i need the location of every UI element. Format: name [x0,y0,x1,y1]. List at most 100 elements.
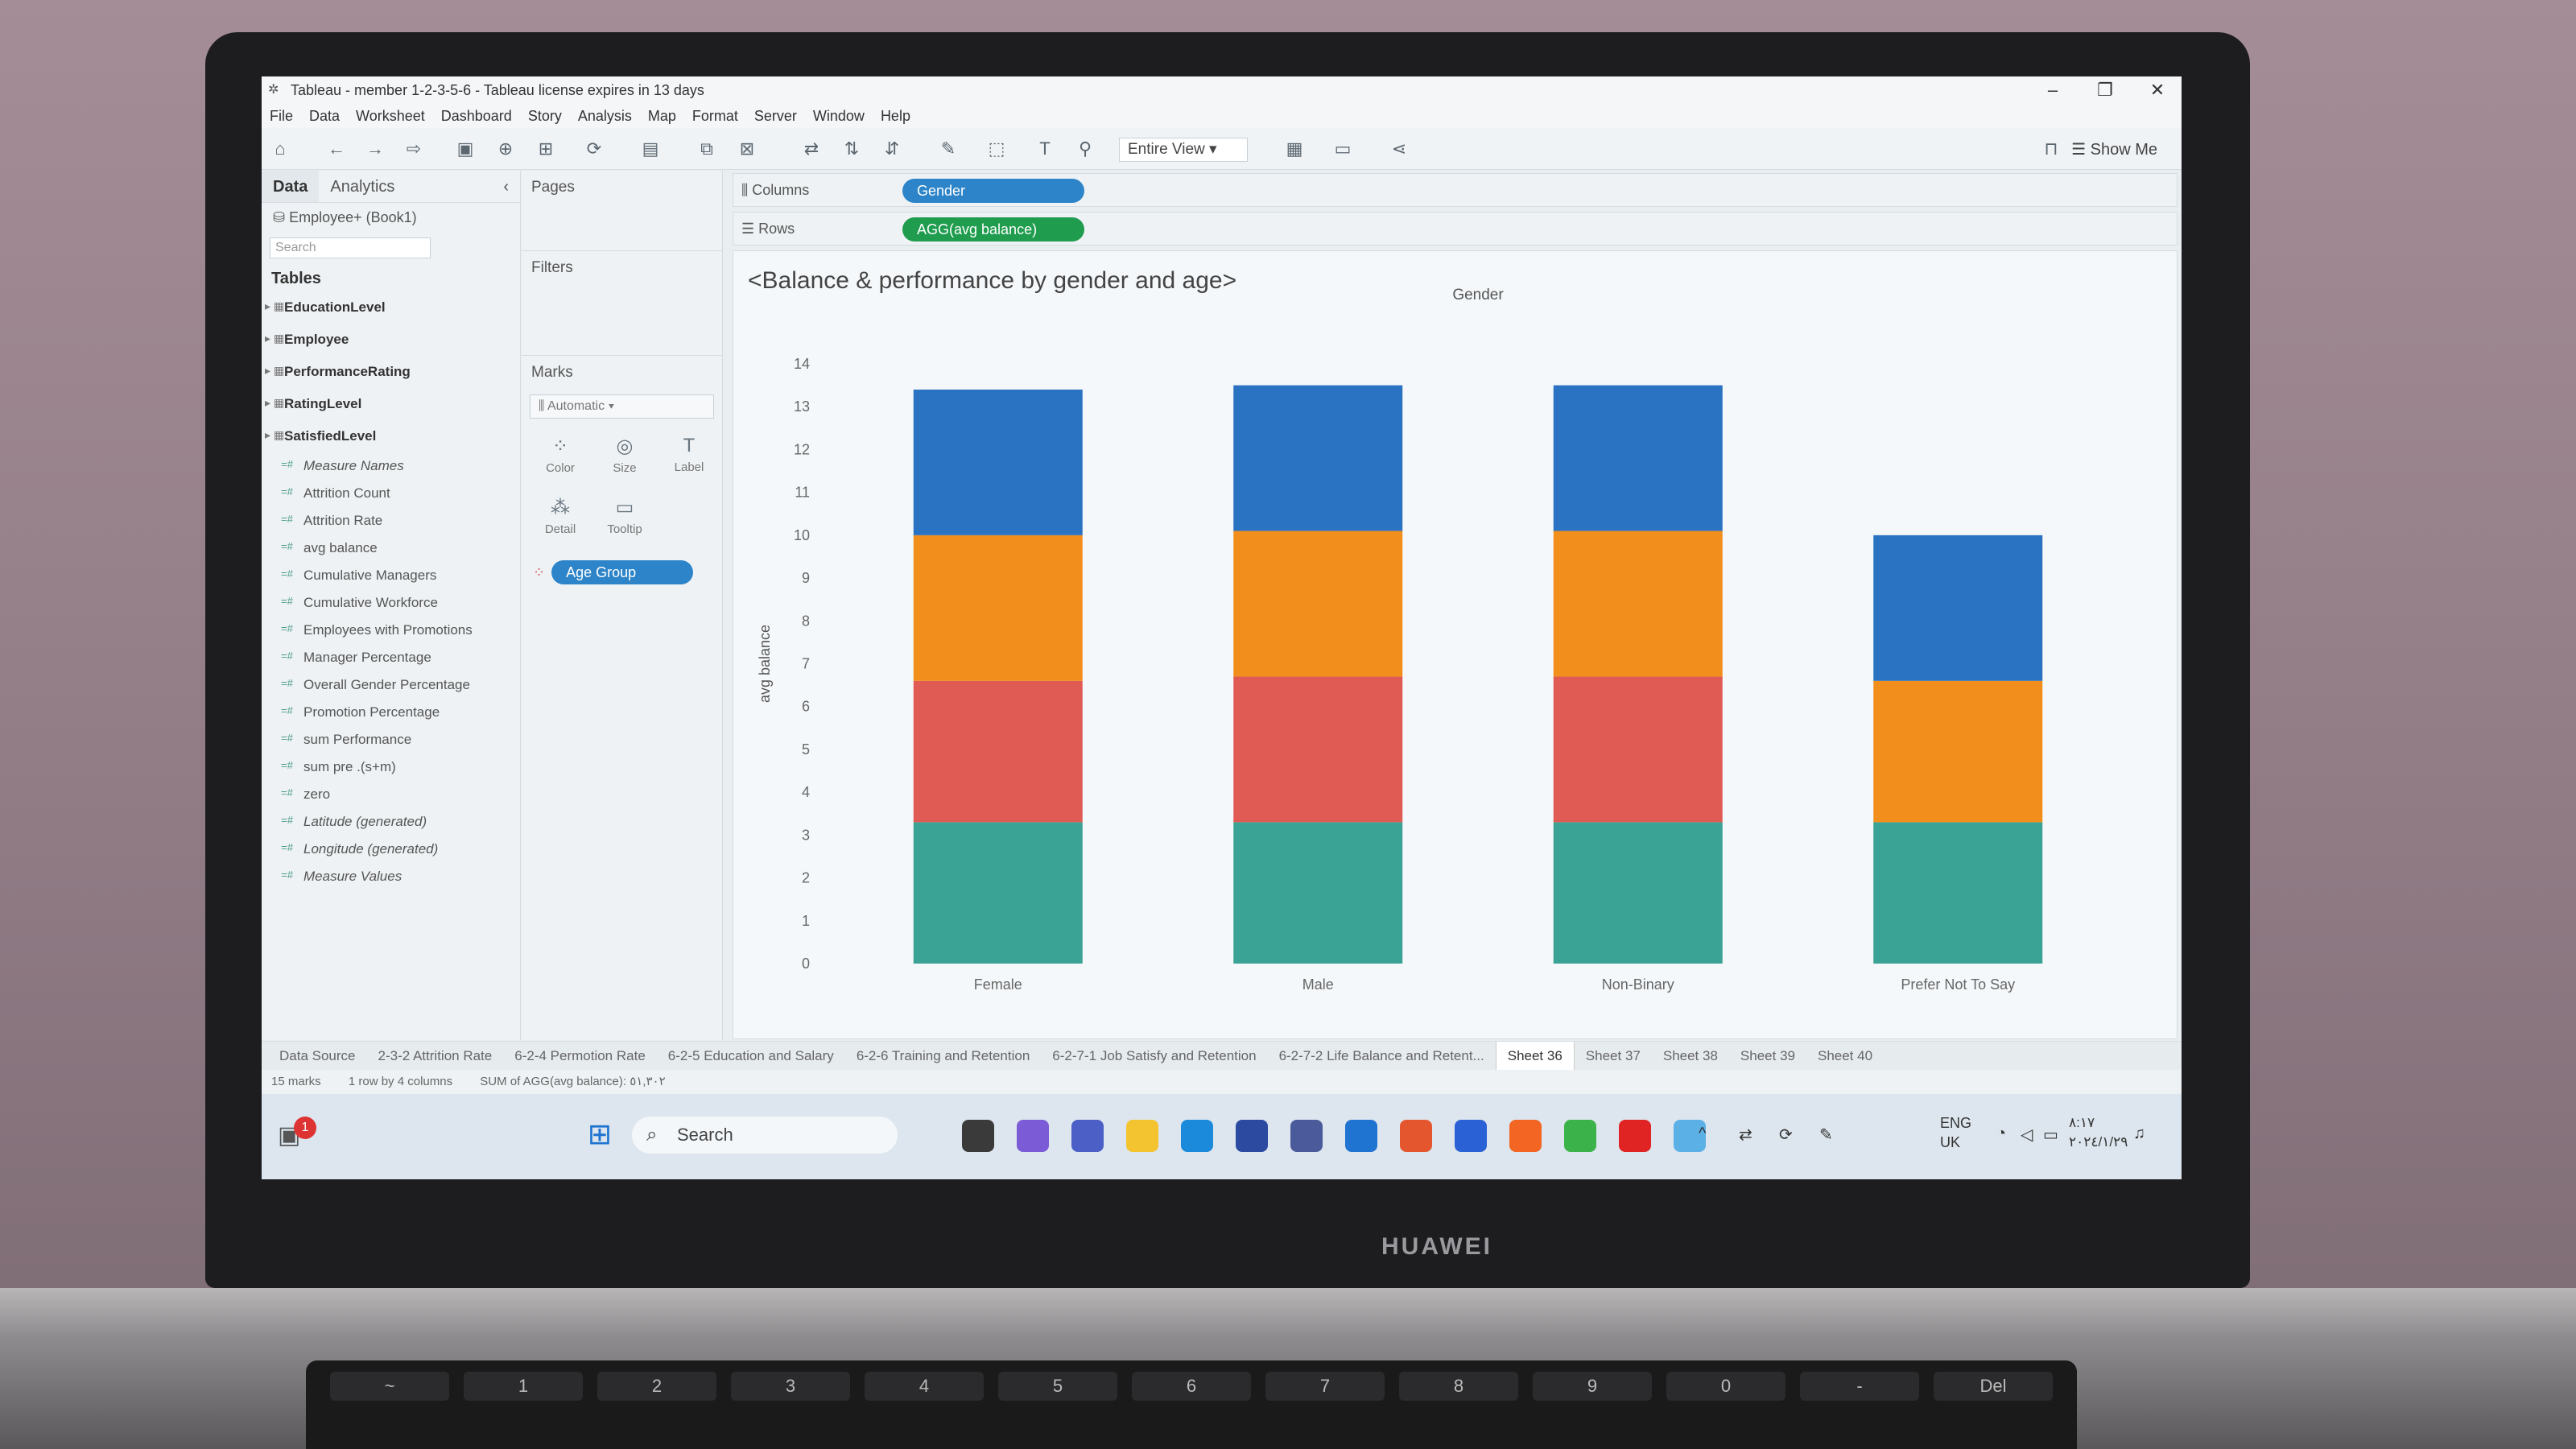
sheet-tab[interactable]: Sheet 36 [1495,1042,1575,1070]
taskbar-search-input[interactable]: ⌕ Search [632,1117,898,1154]
bar-segment[interactable] [1873,680,2043,823]
mark-size-button[interactable]: ◎ Size [594,428,655,486]
duplicate-icon[interactable]: ⧉ [700,138,713,159]
bar-segment[interactable] [1233,530,1403,677]
swap-icon[interactable]: ⇄ [803,138,819,159]
group-icon[interactable]: ⬚ [988,138,1005,159]
notification-bell-icon[interactable]: ♫ [2133,1125,2145,1142]
clear-sheet-icon[interactable]: ⊠ [739,138,755,159]
pause-updates-icon[interactable]: ⊞ [538,138,554,159]
field-item[interactable]: Overall Gender Percentage [262,671,520,699]
datasource-item[interactable]: ⛁ Employee+ (Book1) [273,209,417,225]
field-item[interactable]: Promotion Percentage [262,699,520,726]
pin-toolbar-icon[interactable]: ⊓ [2044,138,2058,159]
sync-icon[interactable]: ⇄ [1739,1126,1752,1144]
menu-map[interactable]: Map [647,108,676,124]
taskbar-app-icon[interactable] [1674,1120,1706,1152]
field-item[interactable]: sum Performance [262,726,520,753]
field-item[interactable]: sum pre .(s+m) [262,753,520,781]
sheet-tab[interactable]: Sheet 37 [1585,1048,1641,1063]
menu-file[interactable]: File [270,108,294,124]
sheet-tab[interactable]: 6-2-5 Education and Salary [667,1048,834,1063]
show-me-button[interactable]: ☰ Show Me [2071,141,2157,159]
restore-button[interactable]: ❐ [2097,80,2113,100]
table-item[interactable]: SatisfiedLevel [262,420,520,452]
table-item[interactable]: EducationLevel [262,291,520,324]
refresh-icon[interactable]: ⟳ [586,138,602,159]
volume-icon[interactable]: ◁ [2021,1126,2033,1144]
mark-tooltip-button[interactable]: ▭ Tooltip [594,489,655,547]
age-group-mark[interactable]: ⁘ Age Group [533,560,711,584]
new-worksheet-icon[interactable]: ▤ [642,138,659,159]
table-item[interactable]: PerformanceRating [262,356,520,388]
new-datasource-icon[interactable]: ⊕ [497,138,514,159]
bar-segment[interactable] [913,822,1083,964]
field-item[interactable]: Cumulative Managers [262,562,520,589]
viz-title[interactable]: <Balance & performance by gender and age… [748,267,1237,294]
taskbar-app-icon[interactable] [1619,1120,1651,1152]
language-indicator[interactable]: ENG [1940,1115,1972,1131]
highlight-icon[interactable]: ✎ [940,138,956,159]
taskbar-app-icon[interactable] [1071,1120,1104,1152]
taskbar-app-icon[interactable] [1455,1120,1487,1152]
taskbar-app-icon[interactable] [1181,1120,1213,1152]
home-icon[interactable]: ⌂ [275,138,286,159]
field-item[interactable]: Latitude (generated) [262,808,520,836]
bar-segment[interactable] [1873,822,2043,964]
field-item[interactable]: Cumulative Workforce [262,589,520,617]
bar-segment[interactable] [1873,535,2043,681]
field-item[interactable]: zero [262,781,520,808]
taskbar-app-icon[interactable] [1236,1120,1268,1152]
minimize-button[interactable]: – [2047,80,2058,100]
sheet-tab[interactable]: 6-2-7-2 Life Balance and Retent... [1278,1048,1484,1063]
wifi-icon[interactable]: ◔ [1996,1125,2007,1142]
menu-format[interactable]: Format [691,108,738,124]
sheet-tab[interactable]: 2-3-2 Attrition Rate [378,1048,493,1063]
share-icon[interactable]: ⋖ [1391,138,1407,159]
mark-type-select[interactable]: ⫼ Automatic ▾ [530,394,714,419]
replay-icon[interactable]: ⇨ [406,138,422,159]
presentation-icon[interactable]: ▭ [1334,138,1352,159]
gender-pill[interactable]: Gender [902,179,1084,203]
sort-ascending-icon[interactable]: ⇅ [844,138,860,159]
pages-card[interactable]: Pages [522,171,722,251]
sheet-tab[interactable]: Sheet 38 [1662,1048,1718,1063]
undo-icon[interactable]: ← [328,138,345,159]
bar-segment[interactable] [1553,385,1723,531]
bar-segment[interactable] [1233,385,1403,531]
filters-card[interactable]: Filters [522,251,722,356]
rows-shelf[interactable]: ☰ Rows AGG(avg balance) [733,212,2178,246]
tab-data[interactable]: Data [262,171,320,202]
field-item[interactable]: Longitude (generated) [262,836,520,863]
sheet-tab[interactable]: Data Source [279,1048,356,1063]
menu-story[interactable]: Story [527,108,562,124]
mark-label-button[interactable]: T Label [658,428,720,486]
field-item[interactable]: Attrition Count [262,480,520,507]
battery-icon[interactable]: ▭ [2043,1126,2058,1144]
bar-segment[interactable] [913,680,1083,823]
sheet-tab[interactable]: Sheet 39 [1740,1048,1795,1063]
taskbar-app-icon[interactable] [1345,1120,1377,1152]
taskbar-app-icon[interactable] [1509,1120,1542,1152]
sheet-tab[interactable]: 6-2-4 Permotion Rate [514,1048,646,1063]
menu-server[interactable]: Server [753,108,797,124]
bar-segment[interactable] [1553,676,1723,823]
close-button[interactable]: ✕ [2149,80,2165,100]
table-item[interactable]: RatingLevel [262,388,520,420]
sheet-tab[interactable]: Sheet 40 [1817,1048,1873,1063]
taskbar-app-icon[interactable] [1400,1120,1432,1152]
clock-time[interactable]: ٨:١٧ [2069,1115,2095,1130]
mark-detail-button[interactable]: ⁂ Detail [530,489,591,547]
fit-view-select[interactable]: Entire View ▾ [1119,138,1248,162]
avg-balance-pill[interactable]: AGG(avg balance) [902,217,1084,242]
field-item[interactable]: Employees with Promotions [262,617,520,644]
menu-help[interactable]: Help [880,108,910,124]
menu-window[interactable]: Window [812,108,865,124]
tab-analytics[interactable]: Analytics [330,178,395,196]
field-search-input[interactable]: Search [270,237,431,258]
pen-icon[interactable]: ✎ [1819,1126,1833,1144]
table-item[interactable]: Employee [262,324,520,356]
mark-color-button[interactable]: ⁘ Color [530,428,591,486]
tray-overflow-icon[interactable]: ^ [1699,1125,1707,1142]
